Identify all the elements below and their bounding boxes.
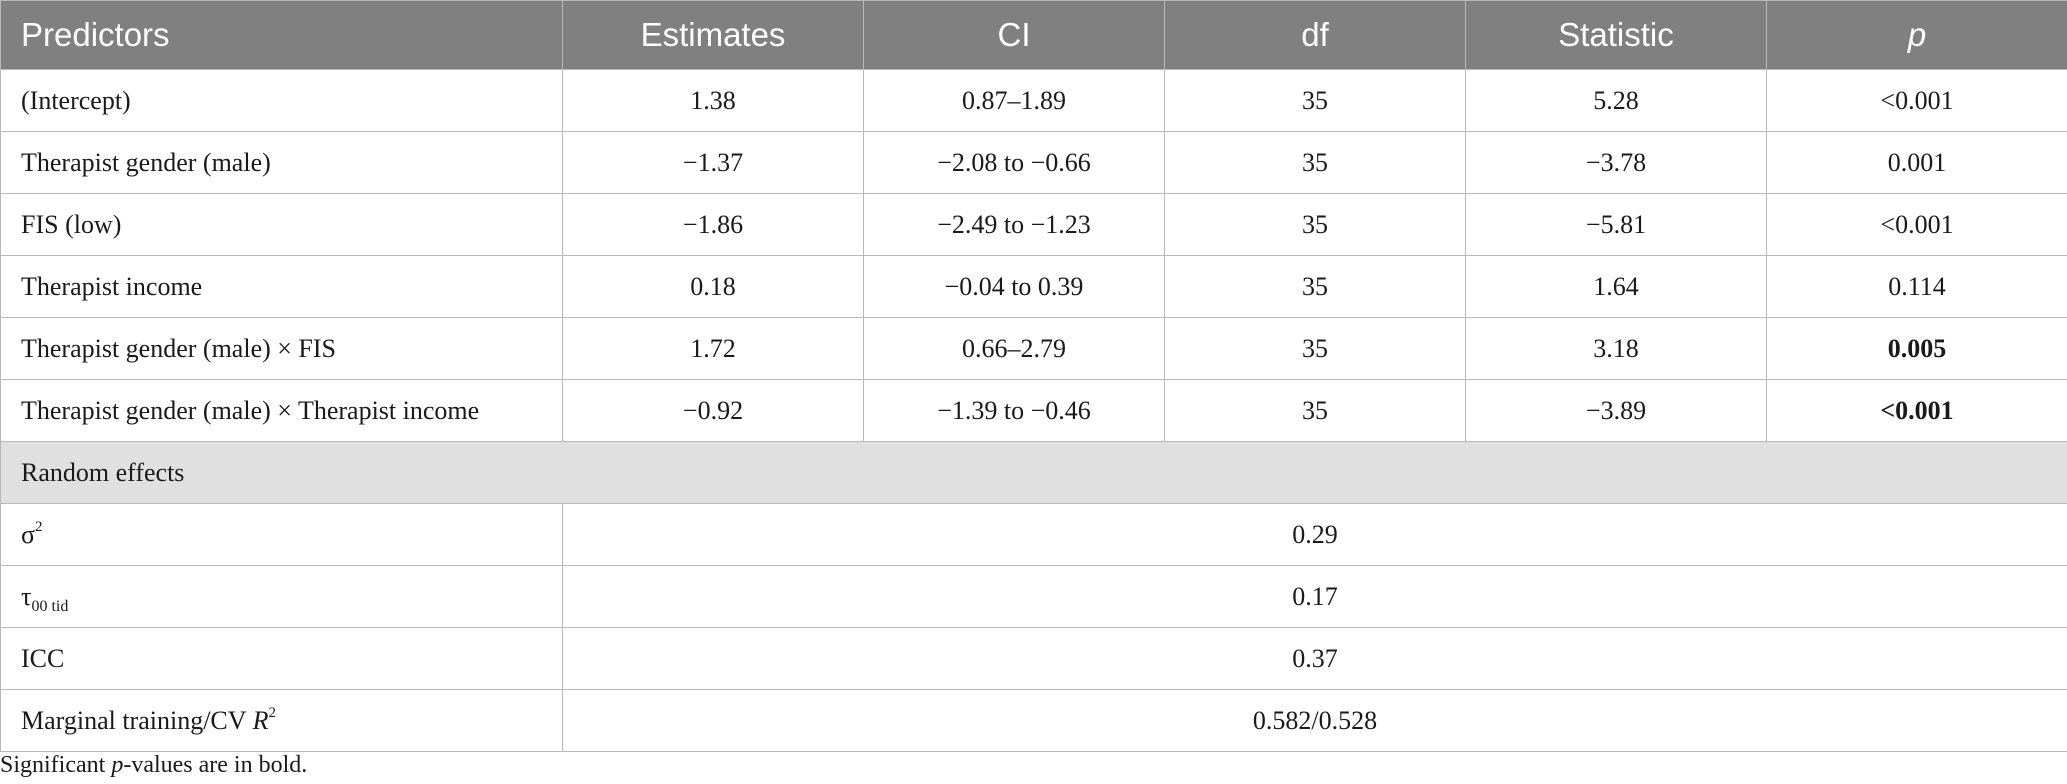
marginal-label-text: Marginal training/CV [21,705,253,735]
sigma-squared-value: 0.29 [562,503,2067,566]
statistic-cell: −3.78 [1465,131,1767,194]
random-effects-section-row: Random effects [0,441,2067,504]
predictor-cell: Therapist income [0,255,563,318]
table-row: Therapist gender (male) −1.37 −2.08 to −… [0,131,2067,194]
sigma-squared-label: σ2 [0,503,563,566]
p-value-cell: 0.114 [1766,255,2067,318]
estimate-cell: 0.18 [562,255,864,318]
predictor-cell: Therapist gender (male) × FIS [0,317,563,380]
ci-cell: 0.87–1.89 [863,69,1165,132]
statistic-cell: 1.64 [1465,255,1767,318]
predictor-cell: Therapist gender (male) [0,131,563,194]
table-row: FIS (low) −1.86 −2.49 to −1.23 35 −5.81 … [0,193,2067,256]
tau-symbol: τ [21,581,32,611]
estimate-cell: −1.86 [562,193,864,256]
ci-cell: −2.08 to −0.66 [863,131,1165,194]
header-predictors: Predictors [0,0,563,70]
table-body: (Intercept) 1.38 0.87–1.89 35 5.28 <0.00… [0,69,2067,752]
estimate-cell: 1.72 [562,317,864,380]
random-effect-row-icc: ICC 0.37 [0,627,2067,690]
p-value-cell-significant: 0.005 [1766,317,2067,380]
marginal-r-superscript: 2 [268,704,276,721]
icc-label: ICC [0,627,563,690]
statistic-cell: −5.81 [1465,193,1767,256]
table-header: Predictors Estimates CI df Statistic p [0,0,2067,70]
footnote-p-italic: p [111,752,124,778]
ci-cell: 0.66–2.79 [863,317,1165,380]
table-footnote: Significant p-values are in bold. [0,752,307,779]
predictor-cell: (Intercept) [0,69,563,132]
estimate-cell: −1.37 [562,131,864,194]
df-cell: 35 [1164,379,1466,442]
df-cell: 35 [1164,255,1466,318]
marginal-r-squared-value: 0.582/0.528 [562,689,2067,752]
table-row: Therapist gender (male) × Therapist inco… [0,379,2067,442]
estimate-cell: −0.92 [562,379,864,442]
tau-label: τ00 tid [0,565,563,628]
header-ci: CI [863,0,1165,70]
df-cell: 35 [1164,131,1466,194]
random-effect-row-sigma: σ2 0.29 [0,503,2067,566]
predictor-cell: Therapist gender (male) × Therapist inco… [0,379,563,442]
header-p: p [1766,0,2067,70]
table-row: (Intercept) 1.38 0.87–1.89 35 5.28 <0.00… [0,69,2067,132]
regression-table-container: Predictors Estimates CI df Statistic p (… [0,0,2067,752]
tau-subscript: 00 tid [31,597,69,615]
statistic-cell: 3.18 [1465,317,1767,380]
statistic-cell: 5.28 [1465,69,1767,132]
ci-cell: −1.39 to −0.46 [863,379,1165,442]
footnote-suffix: -values are in bold. [123,752,308,778]
tau-value: 0.17 [562,565,2067,628]
icc-value: 0.37 [562,627,2067,690]
header-statistic: Statistic [1465,0,1767,70]
regression-table: Predictors Estimates CI df Statistic p (… [0,0,2067,752]
df-cell: 35 [1164,317,1466,380]
p-value-cell: <0.001 [1766,69,2067,132]
ci-cell: −0.04 to 0.39 [863,255,1165,318]
header-df: df [1164,0,1466,70]
sigma-superscript: 2 [35,518,43,535]
random-effect-row-marginal: Marginal training/CV R2 0.582/0.528 [0,689,2067,752]
predictor-cell: FIS (low) [0,193,563,256]
p-value-cell: 0.001 [1766,131,2067,194]
header-row: Predictors Estimates CI df Statistic p [0,0,2067,70]
table-row: Therapist income 0.18 −0.04 to 0.39 35 1… [0,255,2067,318]
table-row: Therapist gender (male) × FIS 1.72 0.66–… [0,317,2067,380]
df-cell: 35 [1164,193,1466,256]
random-effect-row-tau: τ00 tid 0.17 [0,565,2067,628]
p-value-cell-significant: <0.001 [1766,379,2067,442]
random-effects-heading: Random effects [0,441,2067,504]
ci-cell: −2.49 to −1.23 [863,193,1165,256]
df-cell: 35 [1164,69,1466,132]
sigma-symbol: σ [21,519,36,549]
footnote-prefix: Significant [0,752,112,778]
header-estimates: Estimates [562,0,864,70]
statistic-cell: −3.89 [1465,379,1767,442]
p-value-cell: <0.001 [1766,193,2067,256]
marginal-r-symbol: R [252,705,269,735]
estimate-cell: 1.38 [562,69,864,132]
marginal-r-squared-label: Marginal training/CV R2 [0,689,563,752]
